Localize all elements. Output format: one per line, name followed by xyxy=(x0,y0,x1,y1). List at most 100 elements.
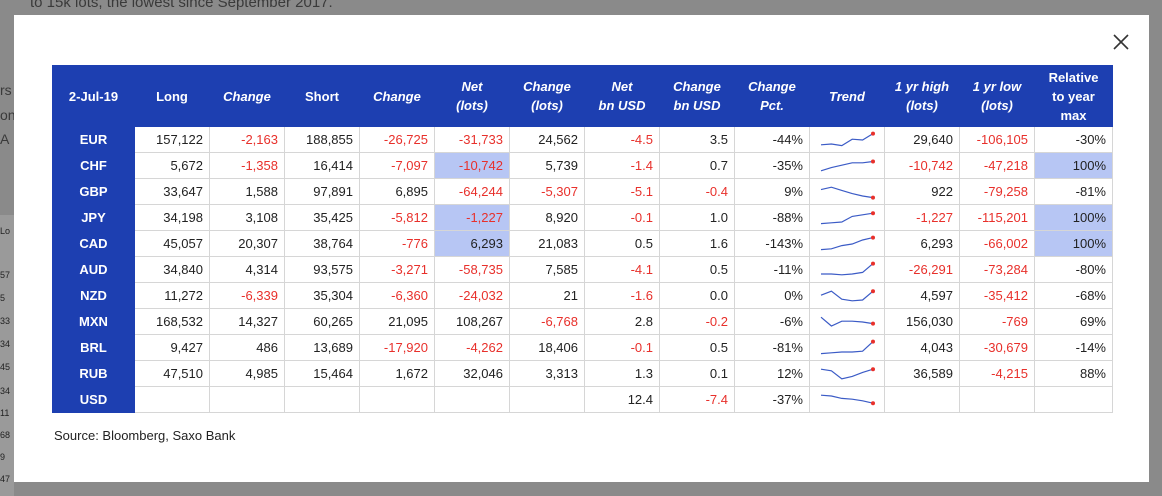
cell-pct: -44% xyxy=(734,126,810,153)
cell-chg-usd: 0.7 xyxy=(659,152,735,179)
cell-net: -58,735 xyxy=(434,256,510,283)
cell-pct: -81% xyxy=(734,334,810,361)
cell-net: -64,244 xyxy=(434,178,510,205)
sparkline-last-point xyxy=(871,159,875,164)
cell-short: 93,575 xyxy=(284,256,360,283)
cell-chg1: 4,985 xyxy=(209,360,285,387)
header-line: bn USD xyxy=(598,98,646,113)
currency-label: CAD xyxy=(52,230,135,257)
sparkline-line xyxy=(820,368,874,379)
cell-net-usd: 12.4 xyxy=(584,386,660,413)
header-line: 1 yr high xyxy=(894,79,950,94)
cell-net: 6,293 xyxy=(434,230,510,257)
column-header: Short xyxy=(284,65,360,127)
background-side-number: 45 xyxy=(0,362,11,372)
cell-long: 168,532 xyxy=(134,308,210,335)
cell-chg2: 6,895 xyxy=(359,178,435,205)
cell-chg1: 3,108 xyxy=(209,204,285,231)
cell-chg1: 1,588 xyxy=(209,178,285,205)
cell-chg-usd: 0.1 xyxy=(659,360,735,387)
header-line: bn USD xyxy=(673,98,721,113)
cell-low: -4,215 xyxy=(959,360,1035,387)
header-line: Relative xyxy=(1048,69,1099,85)
currency-label: EUR xyxy=(52,126,135,153)
cell-high: 29,640 xyxy=(884,126,960,153)
header-line: (lots) xyxy=(981,98,1013,113)
cell-chg1: 14,327 xyxy=(209,308,285,335)
cell-rel: 100% xyxy=(1034,230,1113,257)
cell-long: 157,122 xyxy=(134,126,210,153)
cell-chg-lots: 7,585 xyxy=(509,256,585,283)
column-header: Change xyxy=(209,65,285,127)
cell-pct: -143% xyxy=(734,230,810,257)
column-header: Long xyxy=(134,65,210,127)
sparkline-last-point xyxy=(871,261,875,266)
cell-short: 15,464 xyxy=(284,360,360,387)
trend-sparkline xyxy=(809,334,885,361)
header-line: (lots) xyxy=(531,98,563,113)
sparkline-last-point xyxy=(871,288,875,293)
sparkline-last-point xyxy=(871,210,875,215)
column-header: Net bn USD xyxy=(584,65,660,127)
column-header: 2-Jul-19 xyxy=(52,65,135,127)
column-header: Change bn USD xyxy=(659,65,735,127)
cell-chg1: -2,163 xyxy=(209,126,285,153)
background-fragment: A xyxy=(0,131,10,147)
column-header: 1 yr high (lots) xyxy=(884,65,960,127)
sparkline-chart xyxy=(820,288,875,301)
cell-net-usd: -1.6 xyxy=(584,282,660,309)
cell-chg-usd: 1.6 xyxy=(659,230,735,257)
cell-chg-usd: 0.0 xyxy=(659,282,735,309)
column-header: Change xyxy=(359,65,435,127)
cell-high: -26,291 xyxy=(884,256,960,283)
sparkline-line xyxy=(820,186,874,198)
column-header: Change (lots) xyxy=(509,65,585,127)
column-header: Change Pct. xyxy=(734,65,810,127)
cell-pct: -11% xyxy=(734,256,810,283)
sparkline-chart xyxy=(820,235,875,250)
cell-long xyxy=(134,386,210,413)
cell-net: -4,262 xyxy=(434,334,510,361)
cell-high: 922 xyxy=(884,178,960,205)
background-side-number: 34 xyxy=(0,386,11,396)
table-row: GBP 33,647 1,588 97,891 6,895 -64,244 -5,307 -5… xyxy=(52,178,1113,205)
sparkline-last-point xyxy=(871,321,875,326)
background-side-number: 47 xyxy=(0,474,11,484)
cell-low xyxy=(959,386,1035,413)
sparkline-last-point xyxy=(871,235,875,240)
background-side-number: 57 xyxy=(0,270,11,280)
header-line: Change xyxy=(223,88,271,104)
cell-net xyxy=(434,386,510,413)
cell-short: 60,265 xyxy=(284,308,360,335)
table-row: EUR 157,122 -2,163 188,855 -26,725 -31,733 24,… xyxy=(52,126,1113,153)
cell-rel: 69% xyxy=(1034,308,1113,335)
close-button[interactable] xyxy=(1111,32,1131,52)
cell-high: -1,227 xyxy=(884,204,960,231)
currency-label: RUB xyxy=(52,360,135,387)
table-header-row: 2-Jul-19 Long Change Short Change Net (lots) Ch… xyxy=(52,65,1113,127)
cell-short: 188,855 xyxy=(284,126,360,153)
sparkline-last-point xyxy=(871,195,875,200)
currency-label: BRL xyxy=(52,334,135,361)
table-row: CHF 5,672 -1,358 16,414 -7,097 -10,742 5,739 -1… xyxy=(52,152,1113,179)
background-side-number: Lo xyxy=(0,226,11,236)
header-line: Net xyxy=(461,79,483,94)
sparkline-chart xyxy=(820,186,875,200)
header-line: Pct. xyxy=(760,98,784,113)
trend-sparkline xyxy=(809,126,885,153)
cell-chg2: -776 xyxy=(359,230,435,257)
cell-rel: -68% xyxy=(1034,282,1113,309)
sparkline-line xyxy=(820,212,874,224)
cell-long: 34,198 xyxy=(134,204,210,231)
cell-low: -769 xyxy=(959,308,1035,335)
cell-rel: -80% xyxy=(1034,256,1113,283)
cell-chg-lots: -6,768 xyxy=(509,308,585,335)
cell-short: 97,891 xyxy=(284,178,360,205)
cell-chg1: 4,314 xyxy=(209,256,285,283)
cell-pct: -6% xyxy=(734,308,810,335)
cell-chg-lots: 5,739 xyxy=(509,152,585,179)
header-line: Long xyxy=(156,88,188,104)
cell-chg-usd: -0.2 xyxy=(659,308,735,335)
background-side-number: 9 xyxy=(0,452,6,462)
currency-label: GBP xyxy=(52,178,135,205)
